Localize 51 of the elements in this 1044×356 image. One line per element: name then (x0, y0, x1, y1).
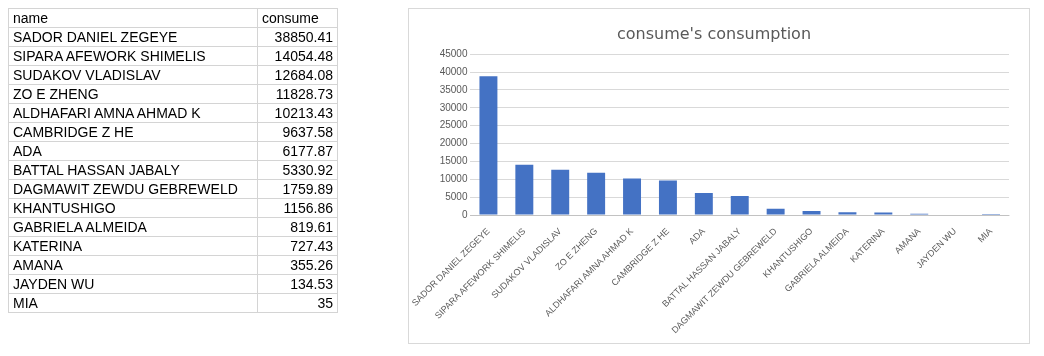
y-tick-label: 25000 (439, 119, 468, 131)
text: ALDHAFARI AMNA AHMAD K (8, 103, 258, 123)
text: 11828.73 (257, 84, 338, 104)
bar (766, 208, 785, 215)
text: 1156.86 (257, 198, 338, 218)
text: SUDAKOV VLADISLAV (8, 65, 258, 85)
bar (874, 212, 893, 215)
chart-title: consume's consumption (616, 23, 812, 43)
text: 10213.43 (257, 103, 338, 123)
bar (551, 169, 570, 215)
y-tick-label: 45000 (439, 47, 468, 59)
text: 355.26 (257, 255, 338, 275)
text: 1759.89 (257, 179, 338, 199)
bar (694, 192, 713, 215)
y-tick-label: 30000 (439, 101, 468, 113)
bar (730, 196, 749, 215)
y-tick-label: 10000 (439, 173, 468, 185)
bar (479, 76, 498, 215)
text: 5330.92 (257, 160, 338, 180)
y-tick-label: 35000 (439, 83, 468, 95)
text: KHANTUSHIGO (8, 198, 258, 218)
text: 12684.08 (257, 65, 338, 85)
text: 9637.58 (257, 122, 338, 142)
text: SADOR DANIEL ZEGEYE (8, 27, 258, 47)
bar (838, 212, 857, 215)
x-tick-label: MIA (975, 225, 995, 245)
text: consume (257, 8, 338, 28)
text: 35 (257, 293, 338, 313)
y-tick-label: 0 (461, 208, 468, 220)
text: name (8, 8, 258, 28)
text: 727.43 (257, 236, 338, 256)
bar (658, 180, 677, 215)
text: ZO E ZHENG (8, 84, 258, 104)
bar (623, 178, 642, 215)
text: SIPARA AFEWORK SHIMELIS (8, 46, 258, 66)
text: BATTAL HASSAN JABALY (8, 160, 258, 180)
text: 6177.87 (257, 141, 338, 161)
text: 38850.41 (257, 27, 338, 47)
bar (587, 172, 606, 215)
y-tick-label: 20000 (439, 137, 468, 149)
text: 819.61 (257, 217, 338, 237)
text: DAGMAWIT ZEWDU GEBREWELD (8, 179, 258, 199)
text: ADA (8, 141, 258, 161)
bar (515, 164, 534, 215)
text: CAMBRIDGE Z HE (8, 122, 258, 142)
y-tick-label: 5000 (445, 190, 468, 202)
text: 134.53 (257, 274, 338, 294)
text: 14054.48 (257, 46, 338, 66)
bar (802, 210, 821, 215)
y-tick-label: 40000 (439, 65, 468, 77)
y-tick-label: 15000 (439, 155, 468, 167)
